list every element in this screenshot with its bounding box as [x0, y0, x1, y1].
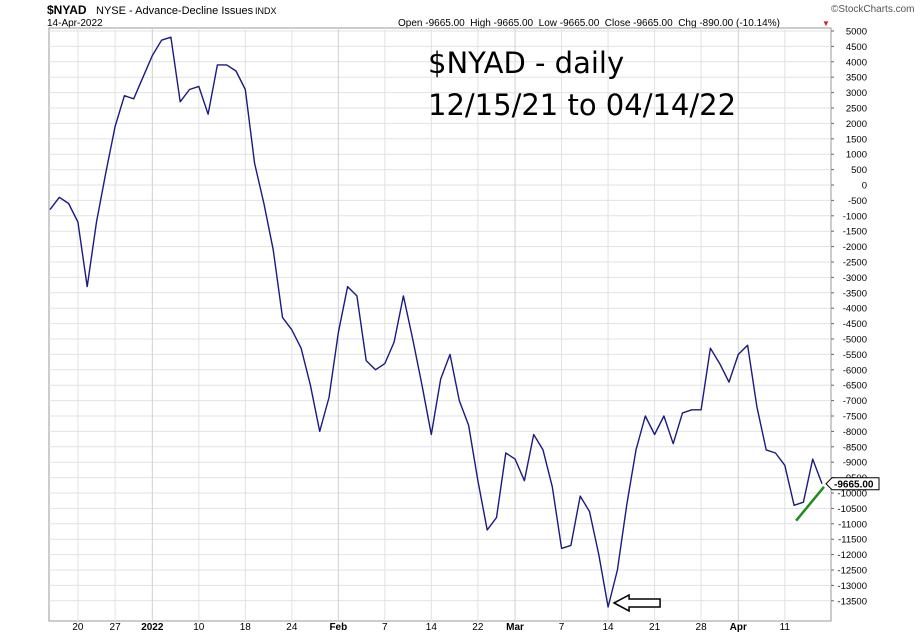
x-tick-label: Apr: [730, 622, 747, 633]
y-axis-ticks: 5000450040003500300025002000150010005000…: [831, 27, 867, 607]
y-tick-label: -7000: [843, 396, 867, 407]
y-tick-label: 1000: [846, 150, 867, 161]
x-tick-label: 10: [193, 622, 205, 633]
change-down-icon: ▼: [822, 19, 830, 28]
x-tick-label: 24: [286, 622, 298, 633]
x-tick-label: Feb: [329, 622, 347, 633]
x-tick-label: 27: [110, 622, 122, 633]
y-tick-label: -8000: [843, 427, 867, 438]
x-tick-label: 28: [696, 622, 708, 633]
y-tick-label: -500: [848, 196, 867, 207]
x-tick-label: 11: [780, 622, 791, 633]
plot-area: [48, 27, 832, 622]
y-tick-label: 2500: [846, 104, 867, 115]
y-tick-label: -11500: [838, 535, 867, 546]
x-tick-label: 14: [426, 622, 438, 633]
x-tick-label: 21: [649, 622, 661, 633]
y-tick-label: -12500: [837, 566, 867, 577]
y-tick-label: -3500: [843, 288, 867, 299]
y-tick-label: 1500: [846, 134, 867, 145]
vertical-gridlines: [77, 28, 786, 621]
x-axis-ticks: 20 27 2022 10 18 24 Feb 7 14 22 Mar 7 14 21 28 Apr 11: [72, 622, 790, 633]
y-tick-label: -10500: [837, 504, 867, 515]
x-tick-label: 22: [472, 622, 484, 633]
last-value-text: -9665.00: [834, 479, 874, 490]
x-tick-label: 2022: [141, 622, 164, 633]
header-symbol: $NYAD: [47, 3, 87, 17]
y-tick-label: -7500: [843, 412, 867, 423]
y-tick-label: -10000: [837, 489, 867, 500]
header-exchange: INDX: [255, 6, 277, 16]
x-tick-label: 18: [240, 622, 252, 633]
header-ohlc: Open -9665.00 High -9665.00 Low -9665.00…: [398, 18, 780, 29]
y-tick-label: -11000: [838, 519, 867, 530]
y-tick-label: -1500: [843, 227, 867, 238]
annotation-title: $NYAD - daily: [428, 46, 624, 80]
last-value-badge: -9665.00: [825, 477, 880, 491]
y-tick-label: 3500: [846, 73, 867, 84]
y-tick-label: 500: [851, 165, 867, 176]
y-tick-label: -12000: [837, 550, 867, 561]
trend-line: [795, 486, 825, 522]
y-tick-label: -4500: [843, 319, 867, 330]
nyad-series-line: [49, 36, 823, 608]
y-tick-label: 5000: [846, 27, 867, 38]
y-tick-label: -2500: [843, 258, 867, 269]
x-tick-label: 20: [72, 622, 84, 633]
x-tick-label: 14: [603, 622, 615, 633]
x-tick-label: 7: [382, 622, 388, 633]
y-tick-label: -5000: [843, 335, 867, 346]
y-tick-label: 4500: [846, 42, 867, 53]
y-tick-label: 3000: [846, 88, 867, 99]
annotation-date-range: 12/15/21 to 04/14/22: [428, 88, 736, 122]
left-arrow-icon: [612, 593, 661, 613]
header-description: NYSE - Advance-Decline Issues: [96, 5, 254, 17]
y-tick-label: -5500: [843, 350, 867, 361]
y-tick-label: -3000: [843, 273, 867, 284]
y-tick-label: -4000: [843, 304, 867, 315]
y-tick-label: 4000: [846, 57, 867, 68]
y-tick-label: -6000: [843, 365, 867, 376]
y-tick-label: -9000: [843, 458, 867, 469]
y-tick-label: -1000: [843, 211, 867, 222]
y-tick-label: -6500: [843, 381, 867, 392]
x-tick-label: Mar: [506, 622, 524, 633]
x-tick-label: 7: [559, 622, 565, 633]
y-tick-label: 2000: [846, 119, 867, 130]
header-date: 14-Apr-2022: [47, 18, 103, 29]
brand-logo: ©StockCharts.com: [831, 4, 915, 15]
y-tick-label: -13000: [837, 581, 867, 592]
y-tick-label: -13500: [837, 596, 867, 607]
y-tick-label: 0: [862, 181, 867, 192]
y-tick-label: -8500: [843, 442, 867, 453]
y-tick-label: -2000: [843, 242, 867, 253]
